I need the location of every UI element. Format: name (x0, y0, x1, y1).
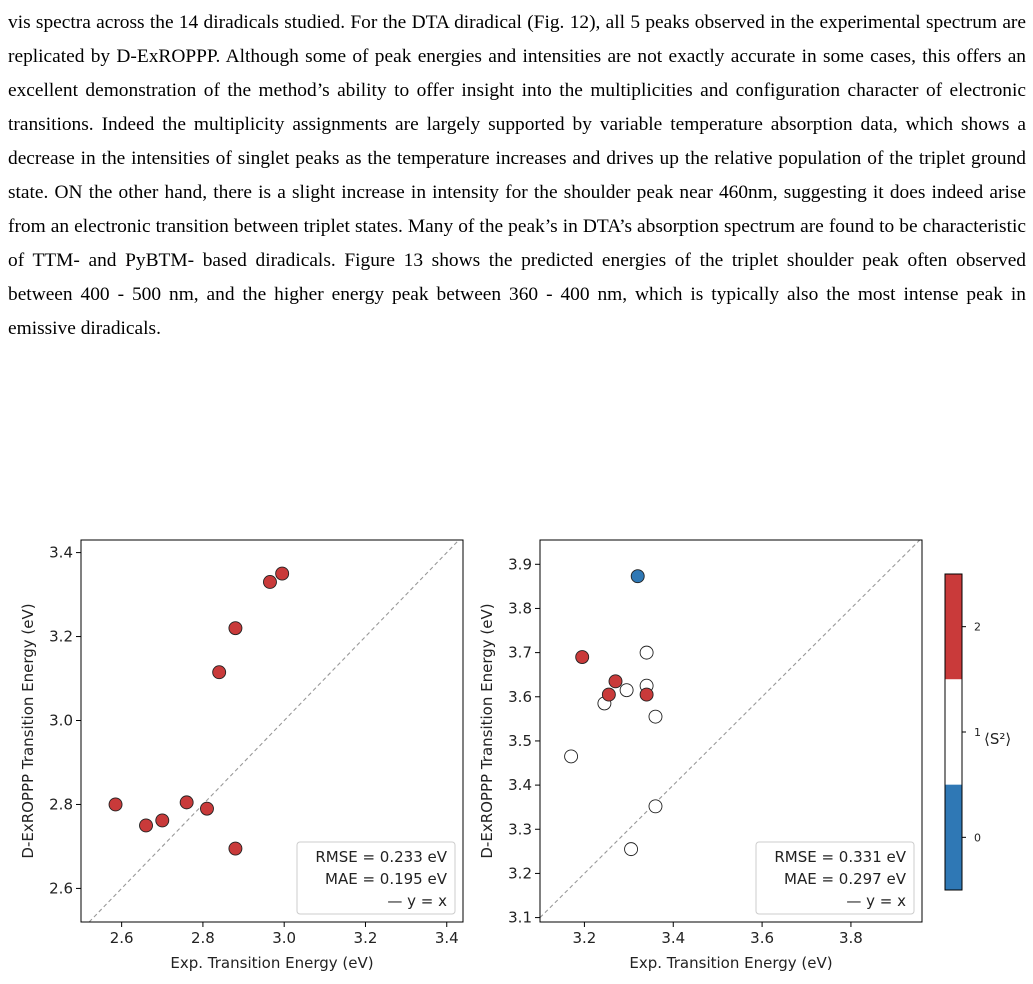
data-point (624, 842, 639, 857)
colorbar-tick-label: 1 (974, 726, 981, 739)
data-point (630, 569, 645, 584)
data-point (155, 813, 170, 828)
colorbar-segment (945, 784, 962, 890)
colorbar-segment (945, 679, 962, 785)
y-tick-label: 3.4 (49, 544, 73, 562)
y-axis-label: D-ExROPPP Transition Energy (eV) (19, 603, 37, 858)
legend-identity-label: — y = x (387, 892, 447, 910)
data-point (228, 841, 243, 856)
data-point (564, 749, 579, 764)
x-tick-label: 3.4 (661, 929, 685, 947)
data-point (619, 683, 634, 698)
data-point (575, 650, 590, 664)
data-point (108, 797, 123, 812)
data-point (212, 665, 227, 680)
stat-value: RMSE = 0.233 eV (315, 848, 447, 866)
identity-line (88, 539, 460, 923)
y-tick-label: 3.6 (508, 688, 532, 706)
stats-legend (296, 841, 456, 915)
s2-colorbar: 0 1 2 ⟨S²⟩ (944, 573, 1011, 891)
data-point (275, 566, 290, 581)
stats-legend (755, 841, 915, 915)
body-paragraph: vis spectra across the 14 diradicals stu… (8, 12, 1026, 339)
legend-identity-label: — y = x (846, 892, 906, 910)
y-axis-label: D-ExROPPP Transition Energy (eV) (478, 603, 496, 858)
x-axis-label: Exp. Transition Energy (eV) (629, 954, 832, 972)
data-point (601, 687, 616, 702)
data-point (639, 645, 654, 660)
data-point (200, 801, 214, 816)
x-tick-label: 3.0 (272, 929, 296, 947)
x-tick-label: 3.4 (435, 929, 459, 947)
right-scatter-panel: 3.2 3.4 3.6 3.8 3.1 3.2 3.3 3.4 3.5 3.6 3.7 3.8 3.9 E… (478, 539, 923, 972)
x-tick-label: 3.8 (839, 929, 863, 947)
data-point (648, 799, 663, 814)
data-point (608, 674, 623, 689)
colorbar-tick-label: 0 (974, 831, 981, 844)
y-tick-label: 3.0 (49, 712, 73, 730)
y-tick-label: 2.8 (49, 795, 73, 813)
stat-value: RMSE = 0.331 eV (774, 848, 906, 866)
y-tick-label: 3.5 (508, 732, 532, 750)
y-tick-label: 3.7 (508, 644, 532, 662)
data-point (639, 687, 654, 702)
data-point (228, 621, 243, 636)
identity-line (539, 539, 921, 918)
left-scatter-panel: 2.6 2.8 3.0 3.2 3.4 2.6 2.8 3.0 3.2 3.4 Exp. Trans… (19, 539, 464, 972)
y-tick-label: 3.9 (508, 555, 532, 573)
data-point (648, 709, 663, 724)
stat-value: MAE = 0.195 eV (325, 870, 448, 888)
data-point (139, 818, 153, 833)
y-tick-label: 2.6 (49, 879, 73, 897)
y-tick-label: 3.2 (49, 628, 73, 646)
axes-frame (539, 539, 923, 923)
x-tick-label: 3.2 (354, 929, 378, 947)
x-tick-label: 3.6 (750, 929, 774, 947)
colorbar-segment (945, 574, 962, 680)
x-tick-label: 2.8 (191, 929, 215, 947)
x-tick-label: 2.6 (110, 929, 134, 947)
x-axis-label: Exp. Transition Energy (eV) (170, 954, 373, 972)
y-tick-label: 3.2 (508, 864, 532, 882)
y-tick-label: 3.4 (508, 776, 532, 794)
x-tick-label: 3.2 (572, 929, 596, 947)
stat-value: MAE = 0.297 eV (784, 870, 907, 888)
y-tick-label: 3.1 (508, 909, 532, 927)
colorbar-label: ⟨S²⟩ (984, 730, 1011, 748)
colorbar-tick-label: 2 (974, 621, 981, 634)
data-point (263, 575, 277, 589)
data-point (179, 795, 194, 810)
y-tick-label: 3.8 (508, 599, 532, 617)
y-tick-label: 3.3 (508, 820, 532, 838)
axes-frame (80, 539, 464, 923)
